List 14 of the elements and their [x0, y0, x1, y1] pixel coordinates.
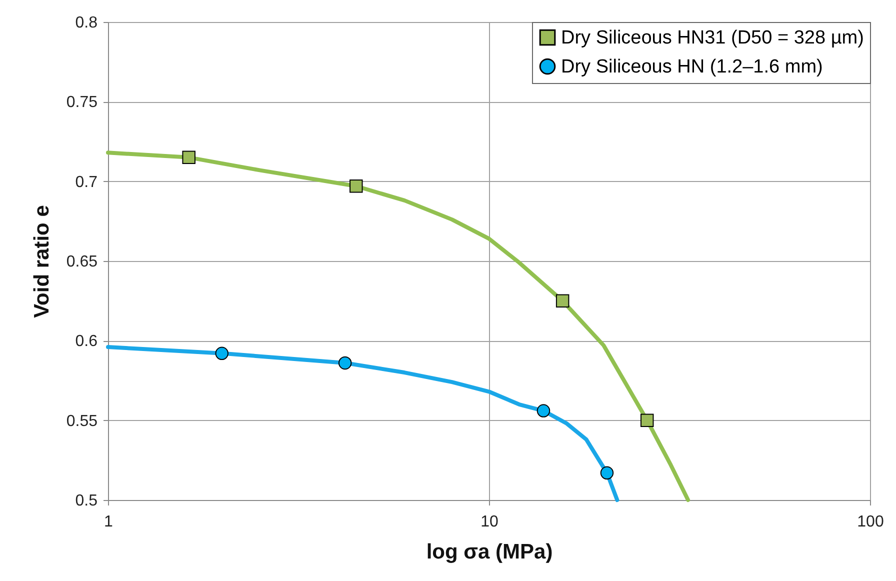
legend-label: Dry Siliceous HN31 (D50 = 328 µm) [561, 28, 864, 48]
y-axis-title: Void ratio e [30, 205, 54, 318]
x-tick-label: 10 [480, 514, 498, 530]
x-tick-label: 1 [104, 514, 114, 530]
y-tick-label: 0.5 [75, 492, 98, 510]
y-tick-label: 0.6 [75, 333, 98, 350]
x-axis-title: log σa (MPa) [426, 540, 553, 564]
y-tick-label: 0.8 [75, 14, 98, 32]
y-tick-label: 0.75 [66, 94, 98, 112]
legend-label: Dry Siliceous HN (1.2–1.6 mm) [561, 56, 823, 78]
y-tick-label: 0.7 [75, 174, 98, 191]
x-tick-label: 100 [857, 514, 884, 530]
y-tick-label: 0.55 [66, 412, 98, 430]
y-tick-label: 0.65 [66, 254, 98, 270]
